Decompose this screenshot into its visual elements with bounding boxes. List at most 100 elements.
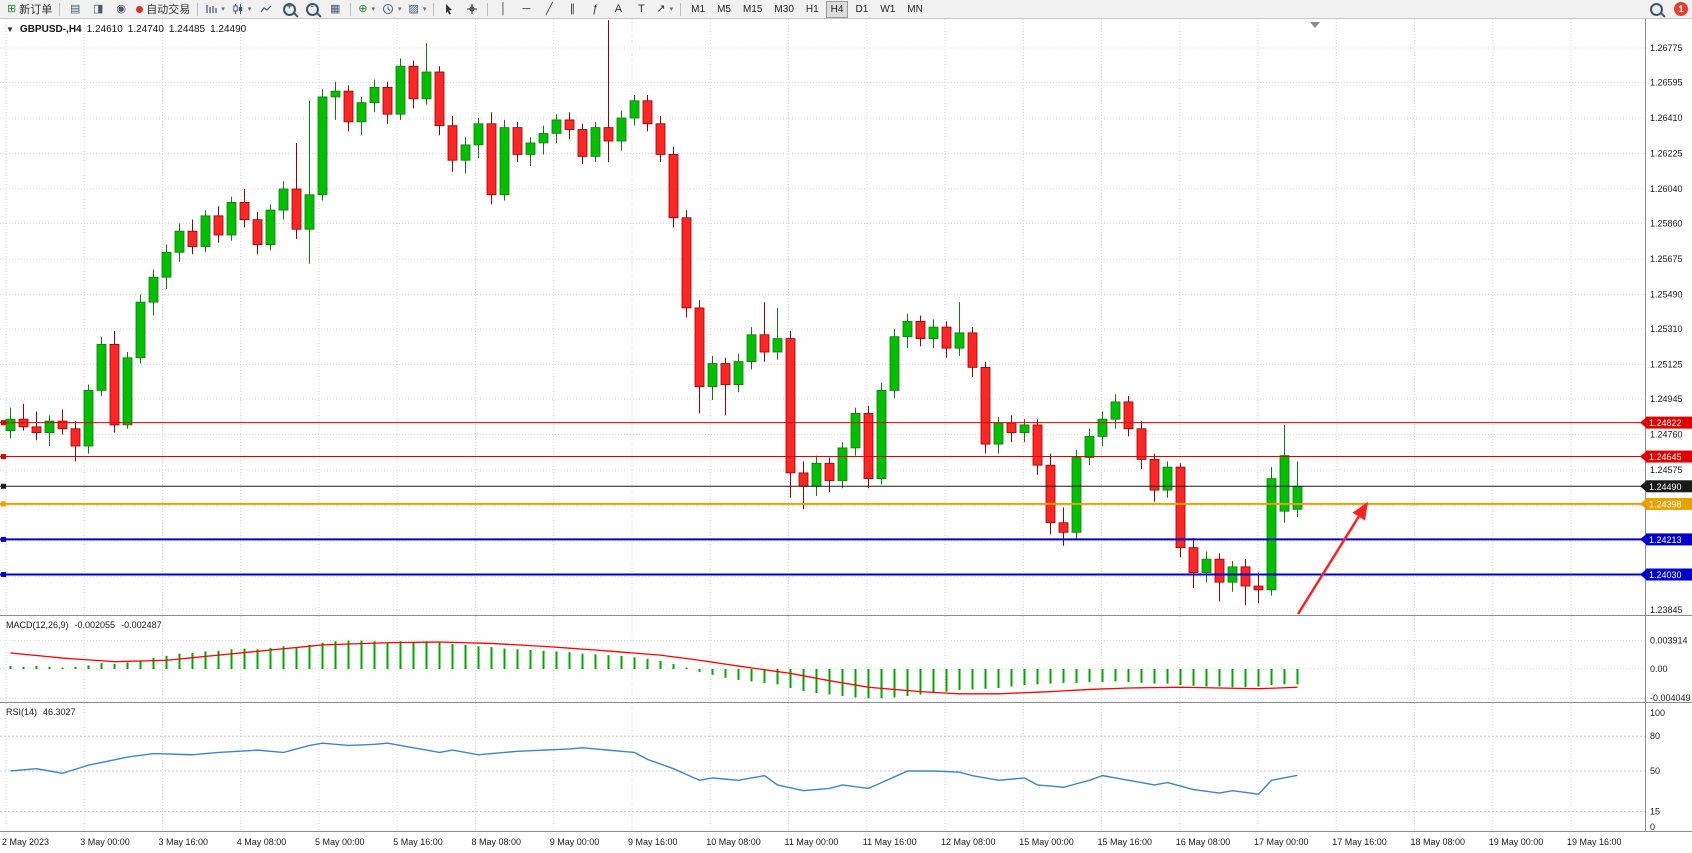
rsi-panel[interactable] bbox=[10, 742, 1298, 795]
macd-signal-line bbox=[10, 641, 1298, 695]
trendline-tool-button[interactable]: ╱ bbox=[538, 1, 560, 18]
toolbar-separator bbox=[433, 2, 435, 16]
zoom-out-icon: - bbox=[305, 1, 319, 16]
templates-button[interactable]: ▨ ▾ bbox=[406, 1, 430, 18]
time-tick-label: 15 May 00:00 bbox=[1019, 837, 1074, 847]
new-order-label: 新订单 bbox=[19, 4, 53, 16]
rsi-tick-label: 0 bbox=[1650, 822, 1655, 832]
timeframe-button-M1[interactable]: M1 bbox=[691, 3, 706, 15]
auto-trading-button[interactable]: 自动交易 bbox=[133, 1, 193, 18]
price-tags[interactable]: 1.24822 1.24645 1.24490 1.24398 1.24213 1.240… bbox=[1640, 416, 1692, 581]
channel-icon: ∥ bbox=[569, 2, 576, 15]
line-left-handle bbox=[1, 572, 6, 578]
crosshair-icon bbox=[467, 4, 478, 14]
price-tick-label: 1.25125 bbox=[1650, 359, 1683, 369]
line-chart-type-button[interactable] bbox=[255, 1, 277, 18]
candle-body bbox=[1136, 428, 1147, 460]
text-tool-icon: A bbox=[614, 2, 623, 15]
macd-panel[interactable] bbox=[9, 640, 1299, 699]
timeframe-button-M30[interactable]: M30 bbox=[774, 3, 794, 15]
price-tick-label: 1.26775 bbox=[1650, 43, 1683, 53]
candle-body bbox=[252, 219, 263, 246]
candle-body bbox=[759, 334, 770, 353]
candle-body bbox=[772, 338, 783, 353]
time-tick-label: 19 May 16:00 bbox=[1567, 837, 1622, 847]
channel-tool-button[interactable]: ∥ bbox=[561, 1, 583, 18]
chevron-down-icon: ▾ bbox=[221, 6, 225, 13]
text-tool-button[interactable]: A bbox=[607, 1, 629, 18]
candle-body bbox=[44, 420, 55, 433]
sound-alert-button[interactable]: ◉ bbox=[110, 1, 132, 18]
arrow-tool-button[interactable]: ↗ ▾ bbox=[653, 1, 676, 18]
timeframe-button-W1[interactable]: W1 bbox=[880, 3, 896, 15]
bar-chart-type-button[interactable]: ▾ bbox=[202, 1, 228, 18]
arrow-tool-icon: ↗ bbox=[656, 2, 666, 15]
candle-body bbox=[1253, 585, 1264, 591]
tile-windows-button[interactable]: ▦ bbox=[324, 1, 346, 18]
time-tick-label: 10 May 08:00 bbox=[706, 837, 761, 847]
close-price-label: 1.24490 bbox=[210, 24, 247, 35]
candle-body bbox=[291, 188, 302, 230]
one-click-trading-toggle[interactable]: ▼ bbox=[6, 25, 14, 34]
new-order-button[interactable]: ⊞ 新订单 bbox=[4, 1, 55, 18]
timeframe-button-D1[interactable]: D1 bbox=[855, 3, 869, 15]
price-tick-label: 1.24760 bbox=[1650, 429, 1683, 439]
timeframe-button-M5[interactable]: M5 bbox=[717, 3, 731, 15]
high-price-label: 1.24740 bbox=[127, 24, 164, 35]
candlestick-series[interactable] bbox=[5, 20, 1303, 606]
candle-body bbox=[1214, 558, 1225, 583]
time-axis[interactable]: 2 May 2023 3 May 00:00 3 May 16:00 4 May 08… bbox=[2, 837, 1622, 847]
time-tick-label: 19 May 00:00 bbox=[1489, 837, 1544, 847]
time-tick-label: 3 May 16:00 bbox=[159, 837, 209, 847]
label-tool-button[interactable]: T bbox=[630, 1, 652, 18]
trend-arrow-annotation[interactable] bbox=[1296, 501, 1368, 615]
candle-body bbox=[1110, 401, 1121, 420]
crosshair-tool-button[interactable] bbox=[461, 1, 483, 18]
candle-body bbox=[174, 230, 185, 253]
price-axis[interactable]: 1.26775 1.26595 1.26410 1.26225 1.26040 1.258… bbox=[1650, 43, 1691, 832]
line-chart-icon bbox=[260, 5, 272, 13]
candle-body bbox=[1188, 547, 1199, 573]
fibonacci-tool-button[interactable]: ƒ bbox=[584, 1, 606, 18]
data-window-button[interactable]: ◨ bbox=[87, 1, 109, 18]
candle-body bbox=[967, 332, 978, 368]
candle-body bbox=[5, 418, 16, 432]
indicators-button[interactable]: ⊕ ▾ bbox=[355, 1, 378, 18]
candle-body bbox=[161, 251, 172, 278]
zoom-in-button[interactable]: + bbox=[278, 1, 300, 18]
rsi-tick-label: 15 bbox=[1650, 807, 1660, 817]
horizontal-line-tool-button[interactable]: ─ bbox=[515, 1, 537, 18]
vertical-line-tool-button[interactable]: │ bbox=[492, 1, 514, 18]
candle-body bbox=[1149, 459, 1160, 491]
macd-tick-label: 0.00 bbox=[1650, 664, 1668, 674]
timeframe-button-H4[interactable]: H4 bbox=[825, 0, 849, 18]
chevron-down-icon: ▾ bbox=[422, 6, 427, 13]
toolbar-separator bbox=[59, 2, 61, 16]
clock-icon bbox=[382, 4, 393, 14]
notification-badge[interactable]: 1 bbox=[1674, 2, 1688, 16]
timeframe-button-MN[interactable]: MN bbox=[907, 3, 923, 15]
timeframe-button-H1[interactable]: H1 bbox=[805, 3, 819, 15]
price-tag-text: 1.24822 bbox=[1649, 418, 1682, 428]
symbol-period-label: GBPUSD-,H4 bbox=[19, 24, 82, 35]
horizontal-line-objects[interactable] bbox=[0, 420, 1645, 578]
price-tag-1.24822 bbox=[1646, 416, 1692, 429]
price-tag-text: 1.24490 bbox=[1649, 482, 1682, 492]
candle-body bbox=[317, 96, 328, 196]
cursor-tool-button[interactable] bbox=[438, 1, 460, 18]
candle-body bbox=[148, 276, 159, 303]
chevron-down-icon: ▾ bbox=[371, 6, 375, 13]
timeframe-button-M15[interactable]: M15 bbox=[742, 3, 763, 15]
periods-button[interactable]: ▾ bbox=[379, 1, 405, 18]
search-button[interactable] bbox=[1645, 1, 1667, 18]
candle-body bbox=[499, 127, 510, 196]
rsi-tick-label: 80 bbox=[1650, 731, 1660, 741]
candle-body bbox=[213, 215, 224, 236]
candle-body bbox=[1292, 485, 1303, 510]
zoom-out-button[interactable]: - bbox=[301, 1, 323, 18]
profile-button[interactable]: ▤ bbox=[64, 1, 86, 18]
candle-chart-type-button[interactable]: ▾ bbox=[229, 1, 255, 18]
fibonacci-icon: ƒ bbox=[592, 2, 599, 15]
chart-shift-marker[interactable] bbox=[1310, 22, 1320, 28]
